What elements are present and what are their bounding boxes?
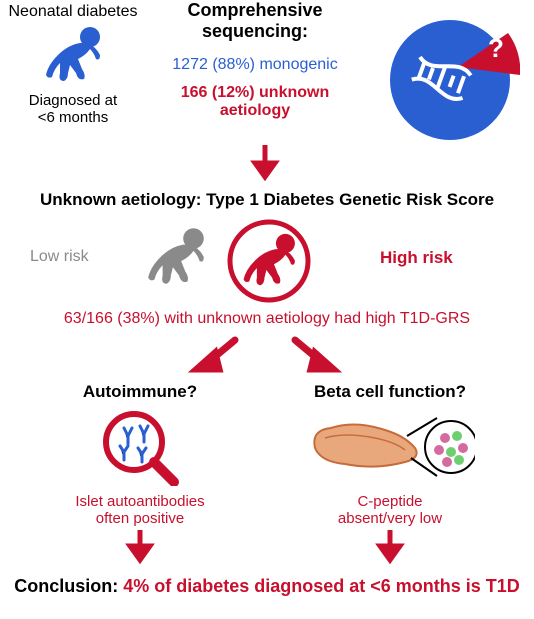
beta-line1: C-peptide — [280, 493, 500, 510]
diagnosed-line1: Diagnosed at — [8, 92, 138, 109]
low-risk-label: Low risk — [30, 248, 89, 266]
diagnosed-line2: <6 months — [8, 109, 138, 126]
conclusion-highlight: 4% of diabetes diagnosed at <6 months is… — [123, 576, 520, 596]
conclusion-prefix: Conclusion: — [14, 576, 123, 596]
baby-highlighted-icon — [226, 218, 312, 309]
baby-gray-icon — [140, 226, 212, 293]
seq-title-2: sequencing: — [140, 21, 370, 42]
autoimmune-line2: often positive — [40, 510, 240, 527]
autoimmune-block: Autoimmune? Islet autoantibodies often p… — [40, 382, 240, 527]
conclusion-line: Conclusion: 4% of diabetes diagnosed at … — [4, 576, 530, 597]
arrow-down-1-icon — [250, 145, 280, 190]
beta-block: Beta cell function? C-peptide absent/ver… — [280, 382, 500, 527]
beta-line2: absent/very low — [280, 510, 500, 527]
autoimmune-line1: Islet autoantibodies — [40, 493, 240, 510]
arrow-down-left-icon — [125, 530, 155, 575]
unknown-line2: aetiology — [140, 102, 370, 120]
grs-result: 63/166 (38%) with unknown aetiology had … — [20, 310, 514, 328]
neonatal-title: Neonatal diabetes — [8, 3, 138, 21]
autoimmune-title: Autoimmune? — [40, 382, 240, 402]
grs-heading: Unknown aetiology: Type 1 Diabetes Genet… — [20, 190, 514, 210]
seq-title-1: Comprehensive — [140, 0, 370, 21]
pie-chart: ? — [380, 5, 520, 145]
arrow-down-right-icon — [375, 530, 405, 575]
neonatal-block: Neonatal diabetes Diagnosed at <6 months — [8, 3, 138, 126]
risk-row: Low risk High risk — [30, 218, 504, 298]
baby-icon — [8, 25, 138, 90]
sequencing-block: Comprehensive sequencing: 1272 (88%) mon… — [140, 0, 370, 120]
beta-title: Beta cell function? — [280, 382, 500, 402]
unknown-line1: 166 (12%) unknown — [140, 84, 370, 102]
magnifier-antibody-icon — [40, 408, 240, 491]
high-risk-label: High risk — [380, 248, 453, 268]
monogenic-text: 1272 (88%) monogenic — [140, 56, 370, 74]
pie-question-mark: ? — [488, 33, 504, 63]
pancreas-icon — [280, 408, 500, 491]
